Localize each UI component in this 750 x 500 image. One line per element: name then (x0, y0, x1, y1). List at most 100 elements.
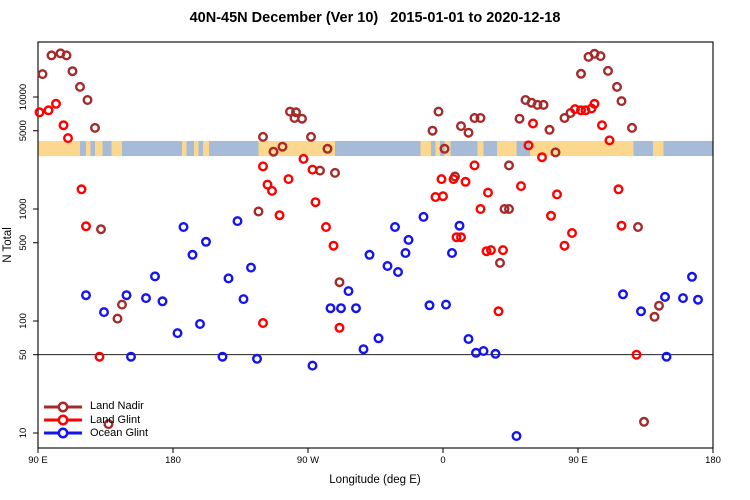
data-point (82, 94, 93, 105)
data-point (570, 104, 581, 115)
data-point (418, 211, 429, 222)
data-point (343, 286, 354, 297)
data-point (616, 96, 627, 107)
data-point (636, 306, 647, 317)
data-point (217, 351, 228, 362)
data-point (439, 143, 450, 154)
data-point (95, 224, 106, 235)
data-point (298, 153, 309, 164)
data-point (438, 191, 449, 202)
band-land-segment (194, 140, 199, 157)
data-point (654, 300, 665, 311)
ocean-glint-symbol-icon (44, 428, 82, 439)
legend-item-ocean-glint: Ocean Glint (42, 427, 148, 440)
data-point (433, 106, 444, 117)
x-tick-label: 180 (165, 455, 181, 466)
data-point (253, 206, 264, 217)
data-point (532, 99, 543, 110)
data-point (595, 51, 606, 62)
data-point (504, 160, 515, 171)
data-point (514, 113, 525, 124)
data-point (268, 146, 279, 157)
data-point (58, 120, 69, 131)
data-point (441, 299, 452, 310)
data-point (76, 184, 87, 195)
data-point (612, 81, 623, 92)
data-point (51, 98, 62, 109)
y-tick-label: 10000 (18, 84, 29, 110)
data-point (486, 245, 497, 256)
data-point (187, 249, 198, 260)
band-land-segment (420, 140, 431, 157)
data-point (475, 203, 486, 214)
y-axis-title: N Total (2, 227, 14, 263)
data-point (245, 262, 256, 273)
data-point (613, 184, 624, 195)
data-point (62, 133, 73, 144)
data-point (322, 143, 333, 154)
x-tick-label: 90 E (568, 455, 588, 466)
data-point (325, 303, 336, 314)
data-point (373, 333, 384, 344)
data-point (291, 107, 302, 118)
band-land-segment (182, 140, 187, 157)
data-point (364, 249, 375, 260)
y-tick-label: 100 (18, 313, 29, 329)
data-point (456, 232, 467, 243)
band-land-segment (38, 140, 80, 157)
data-point (631, 349, 642, 360)
data-point (504, 203, 515, 214)
data-point (559, 112, 570, 123)
plot-box (37, 41, 714, 449)
data-point (223, 273, 234, 284)
legend-item-land-glint: Land Glint (42, 413, 148, 426)
data-point (149, 271, 160, 282)
data-point (306, 131, 317, 142)
data-point (277, 141, 288, 152)
x-tick-label: 0 (440, 455, 445, 466)
data-point (274, 210, 285, 221)
data-point (94, 351, 105, 362)
data-point (552, 189, 563, 200)
data-point (80, 290, 91, 301)
x-tick-label: 90 E (28, 455, 48, 466)
data-point (660, 291, 671, 302)
data-point (693, 294, 704, 305)
data-point (576, 68, 587, 79)
data-point (200, 236, 211, 247)
x-axis-title: Longitude (deg E) (329, 474, 421, 486)
data-point (393, 267, 404, 278)
data-point (121, 290, 132, 301)
data-point (194, 319, 205, 330)
data-point (330, 167, 341, 178)
data-point (633, 221, 644, 232)
data-point (661, 351, 672, 362)
data-point (559, 240, 570, 251)
data-point (447, 247, 458, 258)
data-point (336, 303, 347, 314)
data-point (427, 125, 438, 136)
data-point (463, 127, 474, 138)
data-point (649, 311, 660, 322)
data-point (297, 113, 308, 124)
data-point (523, 140, 534, 151)
band-land-segment (203, 140, 209, 157)
data-point (140, 293, 151, 304)
data-point (483, 187, 494, 198)
data-point (544, 124, 555, 135)
data-point (74, 81, 85, 92)
data-point (112, 313, 123, 324)
band-land-segment (653, 140, 664, 157)
data-point (382, 261, 393, 272)
data-point (334, 322, 345, 333)
data-point (37, 69, 48, 80)
data-point (463, 334, 474, 345)
data-point (448, 174, 459, 185)
data-point (321, 221, 332, 232)
legend-label: Ocean Glint (90, 426, 149, 439)
data-point (576, 105, 587, 116)
data-point (498, 245, 509, 256)
data-point (456, 121, 467, 132)
series-land-nadir (37, 48, 665, 430)
